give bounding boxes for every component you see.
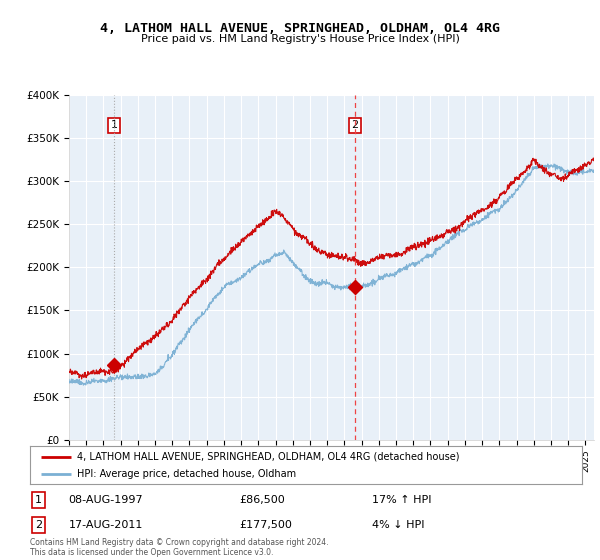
Text: HPI: Average price, detached house, Oldham: HPI: Average price, detached house, Oldh…	[77, 469, 296, 479]
Text: Contains HM Land Registry data © Crown copyright and database right 2024.
This d: Contains HM Land Registry data © Crown c…	[30, 538, 329, 557]
Text: 08-AUG-1997: 08-AUG-1997	[68, 495, 143, 505]
Text: 17-AUG-2011: 17-AUG-2011	[68, 520, 143, 530]
Text: 1: 1	[110, 120, 118, 130]
Text: 4, LATHOM HALL AVENUE, SPRINGHEAD, OLDHAM, OL4 4RG: 4, LATHOM HALL AVENUE, SPRINGHEAD, OLDHA…	[100, 22, 500, 35]
Text: 2: 2	[352, 120, 359, 130]
Text: 1: 1	[35, 495, 42, 505]
Text: £86,500: £86,500	[240, 495, 286, 505]
Text: 17% ↑ HPI: 17% ↑ HPI	[372, 495, 432, 505]
Text: Price paid vs. HM Land Registry's House Price Index (HPI): Price paid vs. HM Land Registry's House …	[140, 34, 460, 44]
Text: £177,500: £177,500	[240, 520, 293, 530]
Text: 4% ↓ HPI: 4% ↓ HPI	[372, 520, 425, 530]
Text: 2: 2	[35, 520, 42, 530]
Text: 4, LATHOM HALL AVENUE, SPRINGHEAD, OLDHAM, OL4 4RG (detached house): 4, LATHOM HALL AVENUE, SPRINGHEAD, OLDHA…	[77, 452, 460, 462]
